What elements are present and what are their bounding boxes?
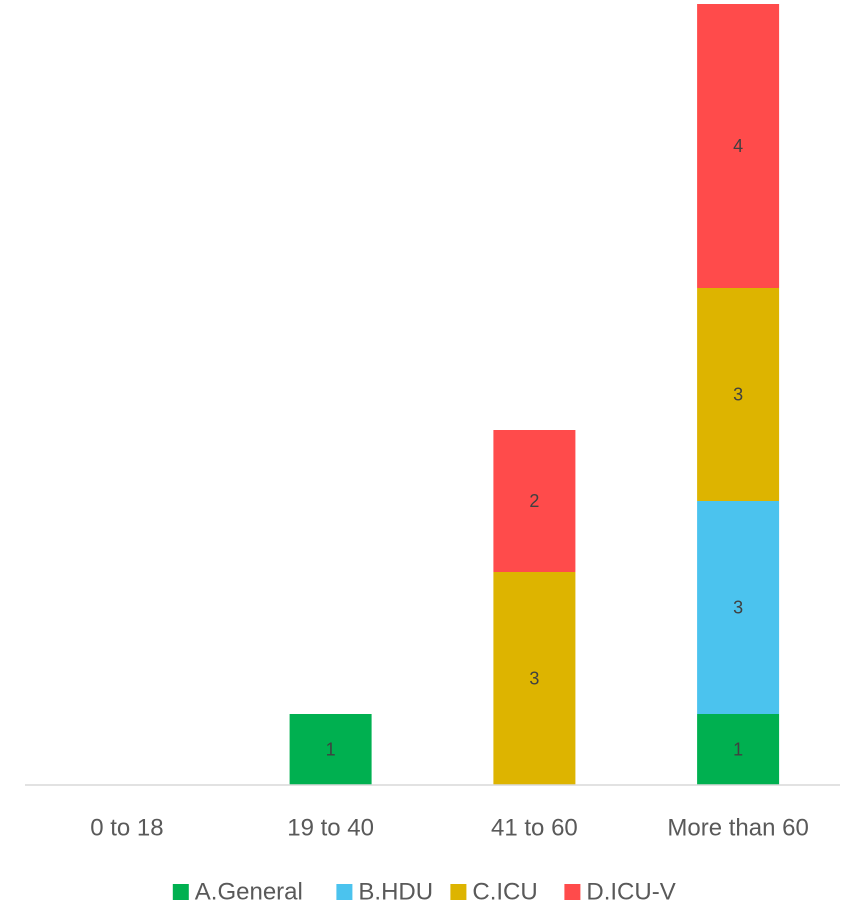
bar-segment-c-icu-3: [697, 288, 780, 501]
legend-swatch: [564, 884, 581, 900]
bars-layer: 1 3 2 1 3 3 4: [289, 4, 780, 785]
legend-swatch: [450, 884, 467, 900]
data-label: 1: [733, 740, 743, 760]
legend-item-d-icu-v: D.ICU-V: [564, 879, 676, 906]
legend-label: C.ICU: [472, 879, 537, 906]
legend-item-a-general: A.General: [172, 879, 303, 906]
category-label: 0 to 18: [90, 815, 163, 842]
category-label: 19 to 40: [287, 815, 374, 842]
legend-label: D.ICU-V: [586, 879, 675, 906]
data-label: 1: [326, 740, 336, 760]
category-labels: 0 to 18 19 to 40 41 to 60 More than 60: [90, 815, 809, 842]
legend-item-c-icu: C.ICU: [450, 879, 538, 906]
legend-label: B.HDU: [358, 879, 433, 906]
legend-label: A.General: [195, 879, 303, 906]
legend-item-b-hdu: B.HDU: [336, 879, 433, 906]
bar-segment-b-hdu-3: [697, 501, 780, 714]
bar-segment-a-general-3: [697, 714, 780, 785]
legend: A.General B.HDU C.ICU D.ICU-V: [172, 879, 676, 906]
bar-segment-a-general-1: [289, 714, 372, 785]
category-label: 41 to 60: [491, 815, 578, 842]
data-label: 2: [529, 491, 539, 511]
legend-swatch: [172, 884, 189, 900]
bar-segment-d-icu-v-2: [493, 430, 576, 572]
bar-segment-c-icu-2: [493, 572, 576, 785]
data-label: 3: [733, 598, 743, 618]
data-label: 4: [733, 136, 743, 156]
category-label: More than 60: [667, 815, 808, 842]
legend-swatch: [336, 884, 353, 900]
data-label: 3: [529, 669, 539, 689]
data-label: 3: [733, 385, 743, 405]
bar-segment-d-icu-v-3: [697, 4, 780, 288]
